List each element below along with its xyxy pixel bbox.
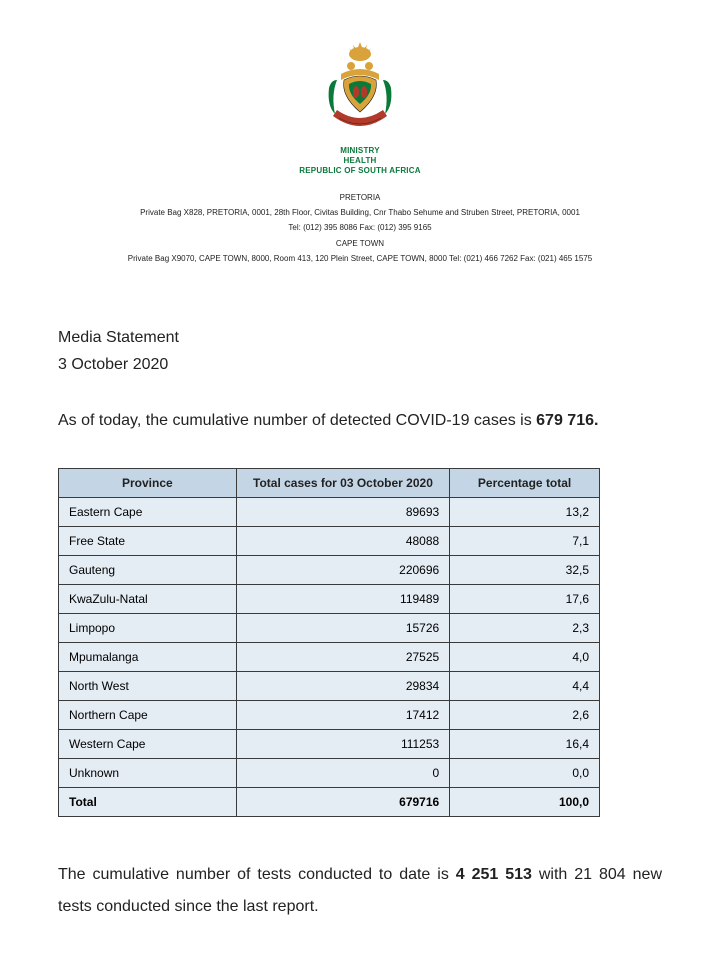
cell-cases: 111253	[236, 730, 450, 759]
table-row: Western Cape11125316,4	[59, 730, 600, 759]
ministry-line: MINISTRY	[58, 146, 662, 156]
cell-cases: 27525	[236, 643, 450, 672]
table-header-row: Province Total cases for 03 October 2020…	[59, 469, 600, 498]
address-line: Private Bag X828, PRETORIA, 0001, 28th F…	[58, 205, 662, 220]
media-statement-heading: Media Statement 3 October 2020	[58, 324, 662, 378]
table-row: Limpopo157262,3	[59, 614, 600, 643]
cell-province: Unknown	[59, 759, 237, 788]
lead-suffix: .	[594, 412, 598, 429]
cumulative-tests-value: 4 251 513	[456, 866, 532, 883]
address-city: PRETORIA	[58, 190, 662, 205]
lead-prefix: As of today, the cumulative number of de…	[58, 412, 536, 429]
table-row: Unknown00,0	[59, 759, 600, 788]
cell-pct: 13,2	[450, 498, 600, 527]
cell-cases: 0	[236, 759, 450, 788]
cell-province: Mpumalanga	[59, 643, 237, 672]
cell-pct: 7,1	[450, 527, 600, 556]
cumulative-cases-value: 679 716	[536, 412, 594, 429]
cell-province: Gauteng	[59, 556, 237, 585]
address-city: CAPE TOWN	[58, 236, 662, 251]
cell-cases: 679716	[236, 788, 450, 817]
table-row: KwaZulu-Natal11948917,6	[59, 585, 600, 614]
cell-province: Free State	[59, 527, 237, 556]
cell-pct: 4,4	[450, 672, 600, 701]
cell-cases: 220696	[236, 556, 450, 585]
cell-pct: 100,0	[450, 788, 600, 817]
cell-cases: 17412	[236, 701, 450, 730]
table-row: Eastern Cape8969313,2	[59, 498, 600, 527]
table-row: Northern Cape174122,6	[59, 701, 600, 730]
cell-province: Limpopo	[59, 614, 237, 643]
cumulative-tests-line: The cumulative number of tests conducted…	[58, 859, 662, 923]
cell-province: North West	[59, 672, 237, 701]
cell-pct: 2,6	[450, 701, 600, 730]
media-statement-date: 3 October 2020	[58, 351, 662, 378]
table-row: Free State480887,1	[59, 527, 600, 556]
cell-province: Western Cape	[59, 730, 237, 759]
cell-pct: 4,0	[450, 643, 600, 672]
coat-of-arms-icon	[321, 40, 399, 140]
footer-prefix: The cumulative number of tests conducted…	[58, 866, 456, 883]
col-province-header: Province	[59, 469, 237, 498]
cell-province: Northern Cape	[59, 701, 237, 730]
cell-pct: 2,3	[450, 614, 600, 643]
cell-pct: 17,6	[450, 585, 600, 614]
table-total-row: Total679716100,0	[59, 788, 600, 817]
cell-pct: 0,0	[450, 759, 600, 788]
ministry-line: HEALTH	[58, 156, 662, 166]
cell-pct: 32,5	[450, 556, 600, 585]
ministry-line: REPUBLIC OF SOUTH AFRICA	[58, 166, 662, 176]
cumulative-cases-line: As of today, the cumulative number of de…	[58, 412, 662, 430]
media-statement-title: Media Statement	[58, 324, 662, 351]
cell-cases: 89693	[236, 498, 450, 527]
col-cases-header: Total cases for 03 October 2020	[236, 469, 450, 498]
cases-by-province-table: Province Total cases for 03 October 2020…	[58, 468, 600, 817]
address-line: Tel: (012) 395 8086 Fax: (012) 395 9165	[58, 220, 662, 235]
table-row: North West298344,4	[59, 672, 600, 701]
table-row: Mpumalanga275254,0	[59, 643, 600, 672]
cell-province: Eastern Cape	[59, 498, 237, 527]
cell-cases: 15726	[236, 614, 450, 643]
cell-cases: 119489	[236, 585, 450, 614]
cell-pct: 16,4	[450, 730, 600, 759]
letterhead-address: PRETORIA Private Bag X828, PRETORIA, 000…	[58, 190, 662, 266]
table-row: Gauteng22069632,5	[59, 556, 600, 585]
cell-province: KwaZulu-Natal	[59, 585, 237, 614]
ministry-block: MINISTRY HEALTH REPUBLIC OF SOUTH AFRICA	[58, 146, 662, 176]
cell-cases: 48088	[236, 527, 450, 556]
cell-province: Total	[59, 788, 237, 817]
address-line: Private Bag X9070, CAPE TOWN, 8000, Room…	[58, 251, 662, 266]
cell-cases: 29834	[236, 672, 450, 701]
col-pct-header: Percentage total	[450, 469, 600, 498]
